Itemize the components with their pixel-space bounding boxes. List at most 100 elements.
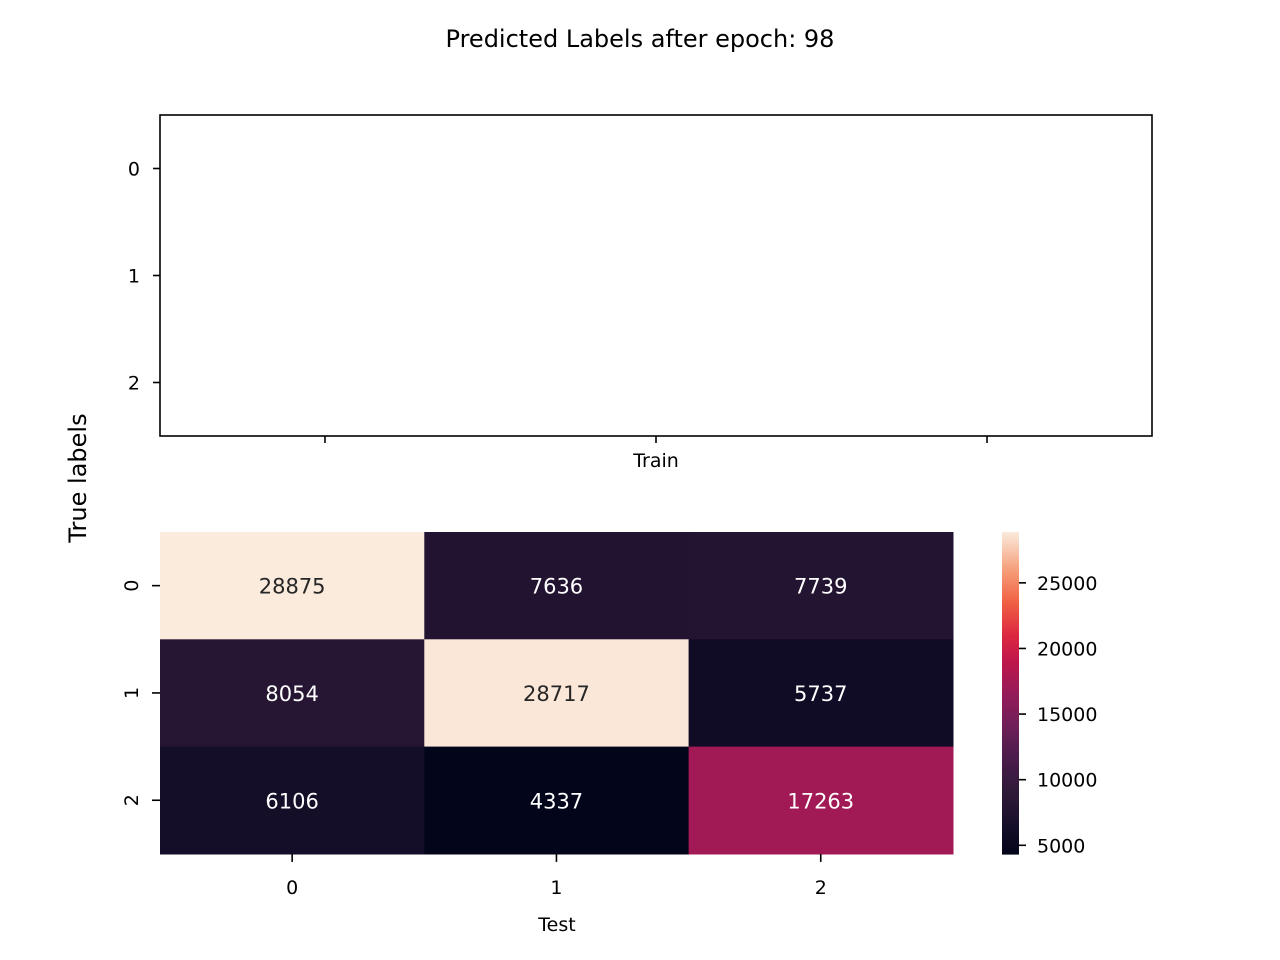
colorbar-segment: [1002, 568, 1019, 571]
colorbar-segment: [1002, 751, 1019, 754]
colorbar-segment: [1002, 612, 1019, 616]
colorbar-segment: [1002, 540, 1019, 543]
colorbar-segment: [1002, 622, 1019, 626]
colorbar-segment: [1002, 554, 1019, 557]
colorbar-tick-label: 10000: [1037, 770, 1097, 792]
colorbar-segment: [1002, 719, 1019, 722]
colorbar-segment: [1002, 550, 1019, 553]
colorbar-segment: [1002, 799, 1019, 803]
colorbar-segment: [1002, 598, 1019, 602]
heatmap-cell: [424, 746, 690, 855]
colorbar-segment: [1002, 711, 1019, 714]
colorbar-segment: [1002, 795, 1019, 799]
colorbar-segment: [1002, 624, 1019, 628]
colorbar-segment: [1002, 670, 1019, 674]
colorbar-segment: [1002, 560, 1019, 563]
train-axes-frame: [159, 114, 1153, 437]
colorbar-segment: [1002, 664, 1019, 668]
colorbar-segment: [1002, 841, 1019, 845]
colorbar-segment: [1002, 773, 1019, 777]
colorbar-segment: [1002, 596, 1019, 600]
colorbar-segment: [1002, 793, 1019, 797]
colorbar-segment: [1002, 534, 1019, 537]
colorbar-segment: [1002, 604, 1019, 608]
colorbar-segment: [1002, 693, 1019, 696]
colorbar-segment: [1002, 690, 1019, 694]
colorbar-segment: [1002, 821, 1019, 825]
colorbar-segment: [1002, 630, 1019, 634]
colorbar-segment: [1002, 572, 1019, 575]
colorbar-segment: [1002, 823, 1019, 827]
colorbar-tick-label: 15000: [1037, 704, 1097, 726]
train-y-tick-label: 2: [128, 373, 140, 395]
colorbar-segment: [1002, 765, 1019, 769]
colorbar-segment: [1002, 725, 1019, 728]
colorbar-segment: [1002, 735, 1019, 738]
heatmap-cell: [160, 746, 425, 855]
colorbar-segment: [1002, 845, 1019, 849]
train-y-tick-label: 0: [128, 159, 140, 181]
colorbar-segment: [1002, 566, 1019, 569]
colorbar-segment: [1002, 642, 1019, 646]
colorbar-segment: [1002, 807, 1019, 811]
colorbar-segment: [1002, 564, 1019, 567]
colorbar-segment: [1002, 777, 1019, 781]
colorbar-segment: [1002, 709, 1019, 712]
colorbar-segment: [1002, 809, 1019, 813]
colorbar-segment: [1002, 755, 1019, 758]
colorbar-segment: [1002, 610, 1019, 614]
colorbar-segment: [1002, 578, 1019, 581]
colorbar-segment: [1002, 636, 1019, 640]
colorbar-segment: [1002, 829, 1019, 833]
colorbar-segment: [1002, 705, 1019, 708]
colorbar-segment: [1002, 626, 1019, 630]
colorbar-segment: [1002, 652, 1019, 656]
colorbar-segment: [1002, 843, 1019, 847]
colorbar-segment: [1002, 584, 1019, 587]
colorbar-segment: [1002, 707, 1019, 710]
colorbar-tick-label: 20000: [1037, 638, 1097, 660]
colorbar-segment: [1002, 739, 1019, 742]
colorbar-segment: [1002, 747, 1019, 750]
colorbar-segment: [1002, 761, 1019, 765]
heatmap-cell-label: 4337: [530, 789, 583, 813]
colorbar-segment: [1002, 644, 1019, 648]
colorbar-segment: [1002, 805, 1019, 809]
colorbar-segment: [1002, 628, 1019, 632]
colorbar-segment: [1002, 674, 1019, 678]
colorbar-segment: [1002, 676, 1019, 680]
colorbar-segment: [1002, 656, 1019, 660]
colorbar-segment: [1002, 699, 1019, 702]
colorbar-segment: [1002, 684, 1019, 688]
colorbar-segment: [1002, 660, 1019, 664]
colorbar-segment: [1002, 803, 1019, 807]
colorbar-segment: [1002, 680, 1019, 684]
colorbar-segment: [1002, 783, 1019, 787]
colorbar-segment: [1002, 749, 1019, 752]
colorbar-segment: [1002, 733, 1019, 736]
colorbar-segment: [1002, 538, 1019, 541]
test-y-ticks: 0 1 2: [121, 580, 160, 806]
colorbar-segment: [1002, 819, 1019, 823]
colorbar-segment: [1002, 757, 1019, 761]
train-x-label: Train: [632, 450, 679, 472]
heatmap-cell-label: 28717: [523, 682, 590, 706]
colorbar-segment: [1002, 811, 1019, 815]
heatmap-cell: [160, 639, 425, 748]
y-axis-label: True labels: [64, 413, 92, 543]
colorbar-segment: [1002, 743, 1019, 746]
colorbar-segment: [1002, 532, 1019, 535]
heatmap-cell: [688, 746, 954, 855]
colorbar-segment: [1002, 600, 1019, 604]
test-x-tick-label: 1: [550, 877, 562, 899]
test-x-tick-label: 0: [286, 877, 298, 899]
heatmap-cell: [424, 639, 690, 748]
train-panel: 0 1 2 Train: [128, 114, 1153, 472]
test-y-tick-label: 0: [121, 580, 143, 592]
heatmap-cell-label: 28875: [259, 575, 326, 599]
colorbar-segment: [1002, 632, 1019, 636]
colorbar-segment: [1002, 851, 1019, 855]
colorbar-segment: [1002, 558, 1019, 561]
colorbar-segment: [1002, 745, 1019, 748]
